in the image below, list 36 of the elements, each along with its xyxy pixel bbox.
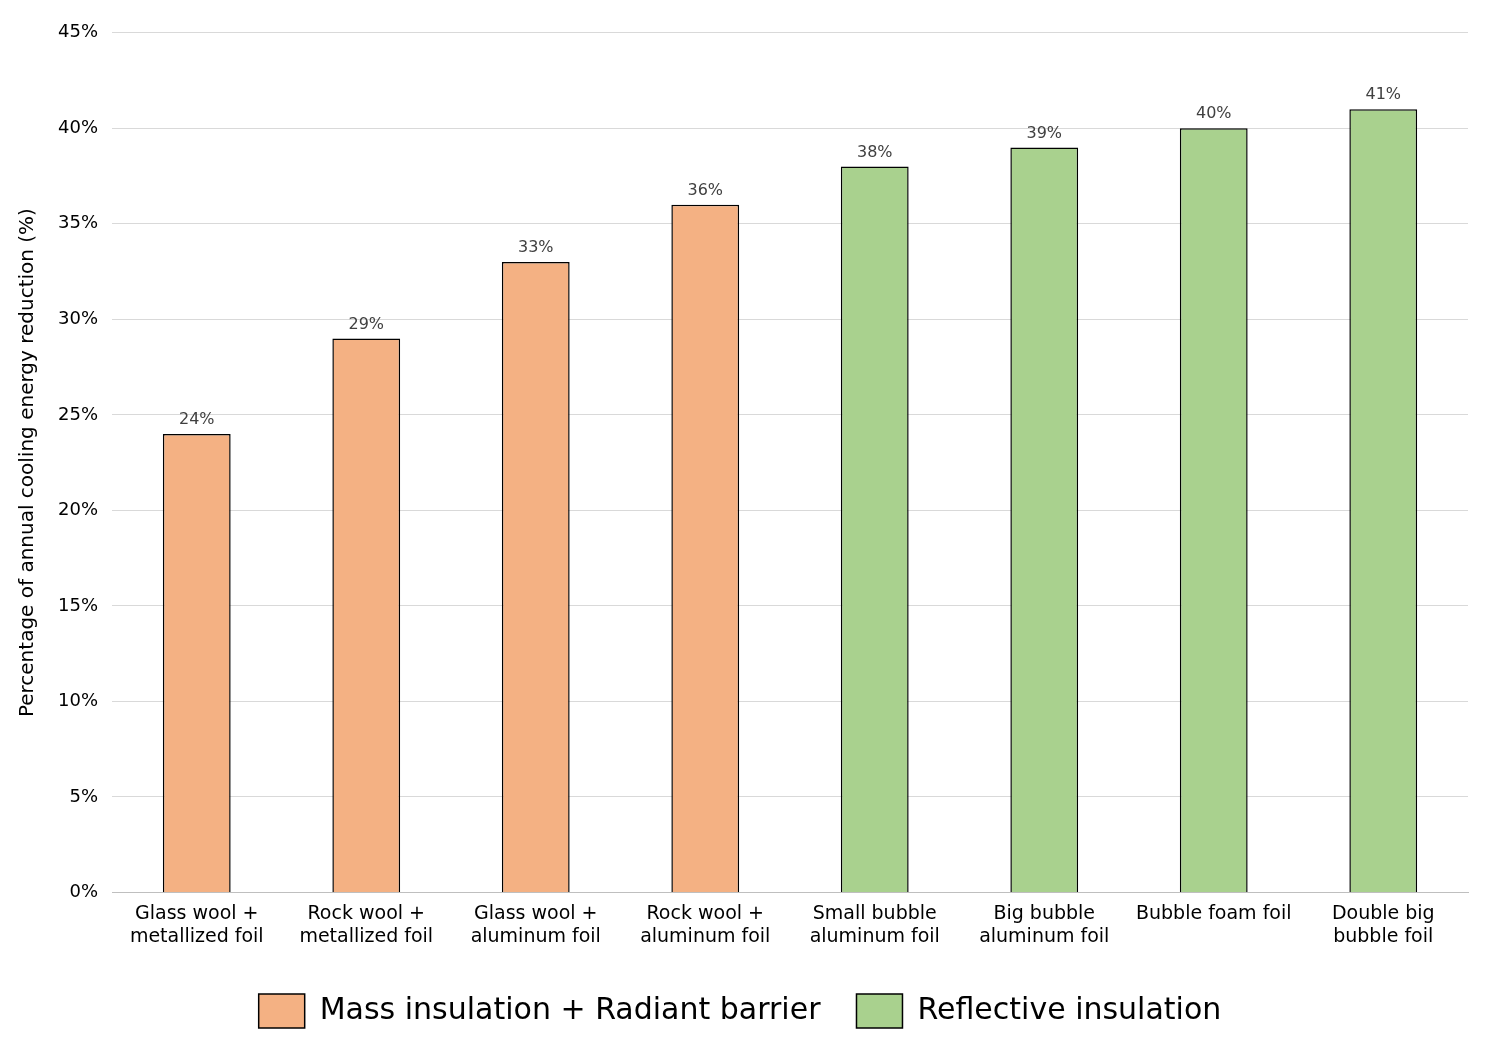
data-label: 33% (517, 237, 554, 257)
y-tick-label: 40% (57, 115, 99, 137)
y-tick-label: 25% (57, 402, 99, 424)
y-tick-label: 15% (57, 593, 99, 615)
data-label: 38% (856, 141, 893, 161)
y-tick-label: 0% (69, 880, 99, 902)
x-tick-label: Bubble foam foil (1135, 900, 1292, 923)
data-label: 29% (348, 313, 385, 333)
y-axis-title: Percentage of annual cooling energy reduction (%) (14, 208, 39, 718)
data-label: 39% (1026, 122, 1063, 142)
category-label: Rock wool + (646, 900, 764, 923)
category-label: bubble foil (1333, 923, 1434, 946)
category-label: metallized foil (299, 923, 434, 946)
category-label: Glass wool + (474, 900, 598, 923)
category-label: aluminum foil (809, 923, 940, 946)
category-label: Glass wool + (135, 900, 259, 923)
category-label: Big bubble (993, 900, 1096, 923)
category-label: aluminum foil (470, 923, 601, 946)
y-tick-label: 20% (57, 498, 99, 520)
category-label: aluminum foil (979, 923, 1110, 946)
category-label: Rock wool + (307, 900, 426, 923)
category-label: aluminum foil (640, 923, 771, 946)
legend-label: Reflective insulation (917, 990, 1222, 1026)
category-label: Double big (1331, 900, 1435, 923)
data-label: 24% (178, 409, 215, 429)
data-label: 40% (1195, 103, 1232, 123)
y-tick-label: 45% (57, 20, 99, 42)
data-label: 41% (1365, 84, 1402, 104)
y-tick-label: 30% (57, 307, 99, 329)
y-tick-label: 35% (57, 211, 99, 233)
y-tick-label: 5% (69, 784, 99, 806)
category-label: metallized foil (129, 923, 264, 946)
data-label: 36% (687, 179, 724, 199)
y-tick-label: 10% (57, 689, 99, 711)
legend-label: Mass insulation + Radiant barrier (319, 990, 822, 1026)
category-label: Small bubble (812, 900, 937, 923)
